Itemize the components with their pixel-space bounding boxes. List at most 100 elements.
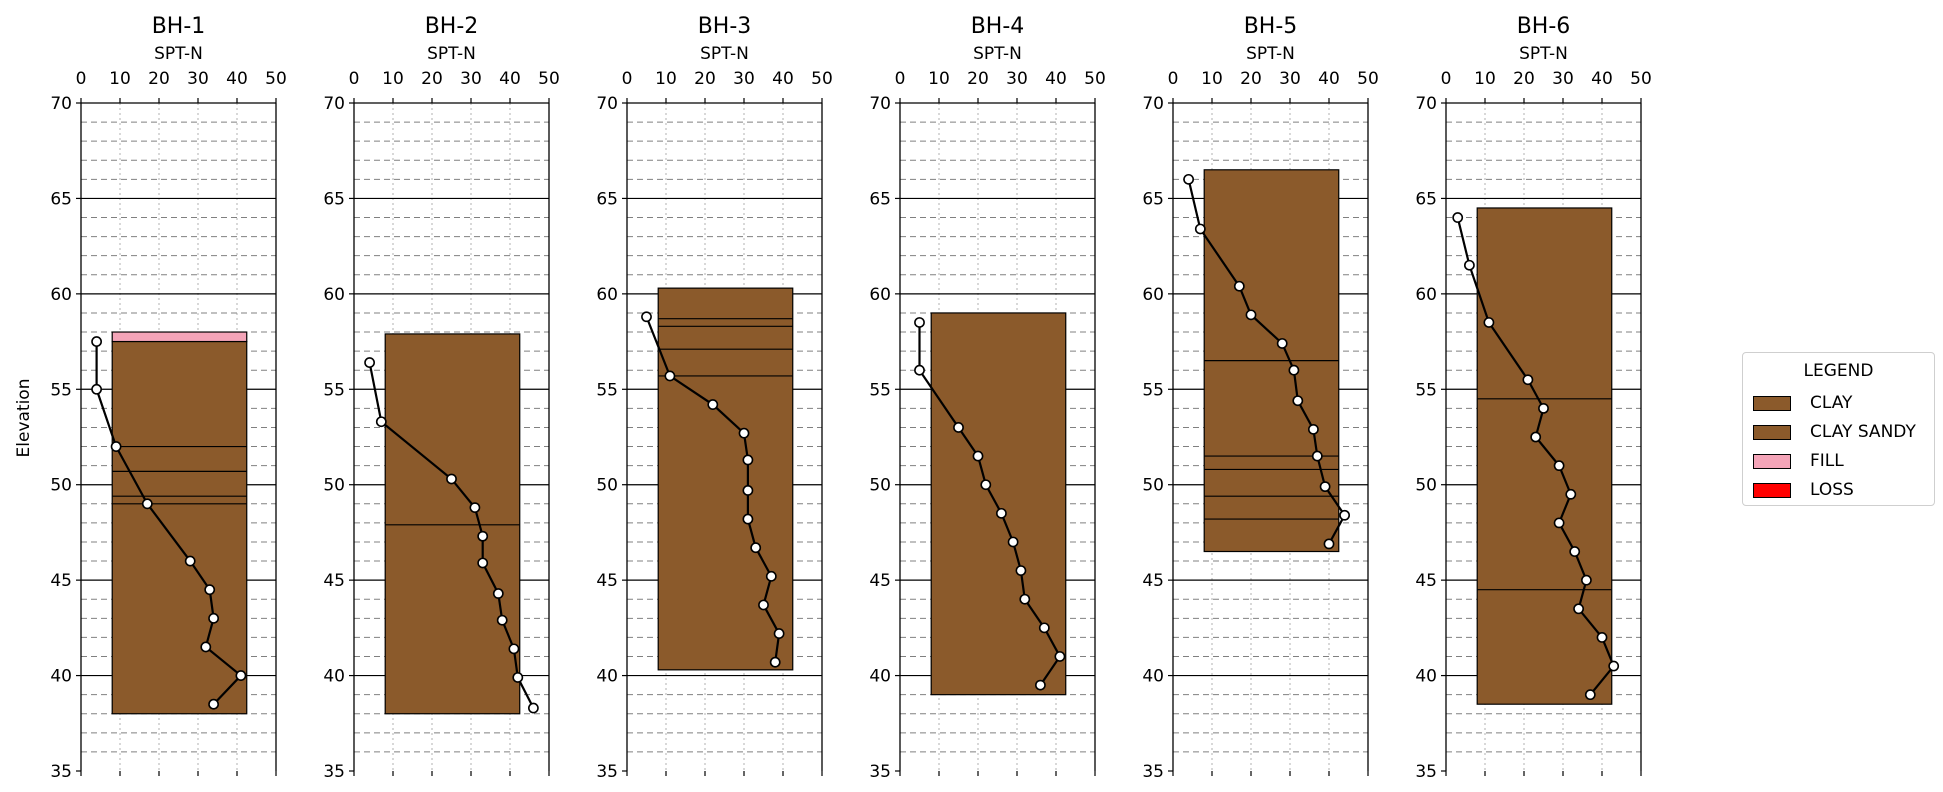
- layer-clay: [1476, 207, 1613, 705]
- y-tick-label: 50: [1142, 476, 1164, 496]
- legend-swatch-loss: [1753, 482, 1791, 498]
- y-tick-label: 45: [1142, 571, 1164, 591]
- x-axis-label: SPT-N: [700, 44, 749, 64]
- panel-title: BH-3: [698, 14, 752, 39]
- spt-line: [918, 322, 1062, 686]
- legend-label-loss: LOSS: [1810, 480, 1854, 500]
- legend-item-fill: FILL: [1753, 450, 1844, 472]
- x-tick-label: 40: [499, 69, 521, 89]
- spt-point: [496, 614, 508, 626]
- legend-swatch-clay-sandy: [1753, 424, 1791, 440]
- x-tick-label: 0: [1168, 69, 1179, 89]
- spt-point: [1035, 679, 1046, 691]
- y-tick-label: 65: [1415, 189, 1437, 209]
- x-tick-label: 20: [1513, 69, 1535, 89]
- x-tick-label: 40: [1318, 69, 1340, 89]
- y-tick-label: 45: [869, 571, 891, 591]
- y-tick-label: 65: [596, 189, 618, 209]
- y-tick-label: 55: [50, 380, 72, 400]
- spt-point: [1019, 593, 1031, 605]
- x-axis-label: SPT-N: [154, 44, 203, 64]
- y-tick-label: 40: [50, 667, 72, 687]
- spt-point: [1183, 173, 1194, 185]
- spt-point: [707, 399, 719, 410]
- spt-point: [141, 498, 153, 510]
- x-tick-label: 50: [1630, 69, 1652, 89]
- spt-point: [664, 370, 676, 382]
- spt-point: [972, 450, 984, 462]
- spt-point: [750, 542, 762, 554]
- panel-bh-4: BH-4 SPT-N 0 10 20 30 40 50 35 40 45 50 55 60 65 70: [869, 14, 1105, 782]
- y-tick-label: 40: [1142, 667, 1164, 687]
- x-tick-label: 20: [967, 69, 989, 89]
- y-tick-label: 40: [596, 667, 618, 687]
- spt-point: [492, 588, 504, 599]
- spt-point: [1038, 622, 1050, 634]
- layer-fill: [111, 331, 248, 343]
- spt-line: [645, 316, 781, 663]
- spt-point: [208, 698, 219, 710]
- spt-point: [1596, 632, 1608, 643]
- x-tick-label: 30: [1552, 69, 1574, 89]
- y-tick-label: 35: [1142, 762, 1164, 782]
- x-axis-label: SPT-N: [427, 44, 476, 64]
- y-tick-label: 65: [1142, 189, 1164, 209]
- y-tick-label: 35: [869, 762, 891, 782]
- x-tick-label: 0: [349, 69, 360, 89]
- spt-point: [1339, 509, 1350, 521]
- y-tick-label: 70: [1142, 94, 1164, 114]
- y-tick-label: 65: [50, 189, 72, 209]
- x-axis-label: SPT-N: [1519, 44, 1568, 64]
- x-tick-label: 40: [1045, 69, 1067, 89]
- spt-point: [528, 702, 539, 714]
- y-tick-label: 60: [596, 285, 618, 305]
- y-tick-label: 50: [869, 476, 891, 496]
- y-tick-label: 50: [50, 476, 72, 496]
- x-tick-label: 10: [1474, 69, 1496, 89]
- spt-point: [1553, 517, 1565, 529]
- spt-point: [765, 570, 777, 582]
- spt-point: [508, 643, 520, 655]
- spt-point: [953, 422, 964, 433]
- y-tick-label: 45: [596, 571, 618, 591]
- x-tick-label: 10: [382, 69, 404, 89]
- spt-point: [1584, 689, 1596, 701]
- panel-bh-6: BH-6 SPT-N 0 10 20 30 40 50 35 40 45 50 55 60 65 70: [1415, 14, 1651, 782]
- spt-point: [1292, 395, 1304, 407]
- panel-bh-2: BH-2 SPT-N 0 10 20 30 40 50 35 40 45 50 55 60 65 70: [323, 14, 559, 782]
- x-axis-label: SPT-N: [973, 44, 1022, 64]
- x-tick-label: 0: [622, 69, 633, 89]
- spt-point: [1452, 212, 1464, 223]
- spt-point: [1581, 574, 1592, 586]
- y-tick-label: 45: [50, 571, 72, 591]
- spt-point: [1573, 603, 1584, 615]
- spt-point: [914, 317, 925, 328]
- panel-bh-5: BH-5 SPT-N 0 10 20 30 40 50 35 40 45 50 55 60 65 70: [1142, 14, 1378, 782]
- spt-point: [996, 507, 1007, 519]
- x-tick-label: 10: [655, 69, 677, 89]
- x-tick-label: 30: [1279, 69, 1301, 89]
- x-tick-label: 50: [265, 69, 287, 89]
- y-tick-label: 70: [50, 94, 72, 114]
- y-tick-label: 70: [323, 94, 345, 114]
- x-tick-label: 30: [460, 69, 482, 89]
- x-tick-label: 10: [1201, 69, 1223, 89]
- spt-point: [512, 672, 524, 683]
- y-tick-label: 55: [596, 380, 618, 400]
- spt-line: [1187, 179, 1346, 545]
- spt-point: [773, 628, 785, 639]
- spt-point: [1538, 402, 1549, 414]
- x-tick-label: 40: [772, 69, 794, 89]
- y-tick-label: 60: [50, 285, 72, 305]
- spt-point: [1194, 223, 1206, 235]
- y-tick-label: 55: [869, 380, 891, 400]
- y-tick-label: 65: [323, 189, 345, 209]
- legend-label-clay-sandy: CLAY SANDY: [1810, 422, 1916, 442]
- spt-point: [1608, 660, 1620, 672]
- spt-point: [742, 454, 754, 466]
- legend-swatch-fill: [1753, 453, 1791, 469]
- x-tick-label: 50: [1084, 69, 1106, 89]
- spt-point: [758, 599, 769, 611]
- y-axis-label: Elevation: [14, 379, 34, 458]
- y-tick-label: 40: [1415, 667, 1437, 687]
